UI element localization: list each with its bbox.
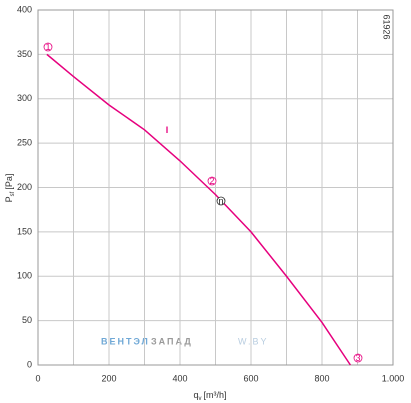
y-axis-label: Psf[Pa] [4,174,15,203]
y-tick-label: 50 [22,315,32,325]
watermark: ВЕНТЭЛ ЗАПАД W.BY [101,336,269,346]
watermark-text: W.BY [238,336,269,346]
annotation-circle [216,196,226,206]
annotation-circle [43,42,53,52]
x-tick-label: 400 [172,373,187,383]
y-tick-label: 250 [17,138,32,148]
annotation-circle [207,176,217,186]
plot-frame [37,9,394,366]
annotation-circle [353,353,363,363]
annotation: 1 [45,42,50,52]
y-tick-label: 300 [17,93,32,103]
y-label-main: P [4,196,14,202]
watermark-text: ВЕНТЭЛ [101,336,150,346]
annotation: 2 [209,176,214,186]
y-label-sub: sf [10,191,16,196]
x-label-sub: v [199,396,202,402]
y-tick-label: 100 [17,271,32,281]
x-label-main: q [193,390,198,400]
x-tick-label: 0 [35,373,40,383]
y-tick-label: 200 [17,182,32,192]
y-label-unit: [Pa] [4,174,14,190]
y-tick-label: 150 [17,226,32,236]
x-label-unit: [m³/h] [204,390,227,400]
curve [46,53,352,366]
watermark-text: ЗАПАД [151,336,193,346]
y-tick-label: 400 [17,4,32,14]
x-axis-label: qv [m³/h] [193,390,226,401]
code: 61926 [382,14,392,39]
annotation: I [166,125,169,135]
y-tick-label: 0 [27,359,32,369]
annotation: n [218,196,223,206]
x-tick-label: 600 [243,373,258,383]
y-tick-label: 350 [17,49,32,59]
x-tick-label: 800 [314,373,329,383]
annotation: 3 [355,353,360,363]
x-tick-label: 1.000 [382,373,405,383]
x-tick-label: 200 [101,373,116,383]
